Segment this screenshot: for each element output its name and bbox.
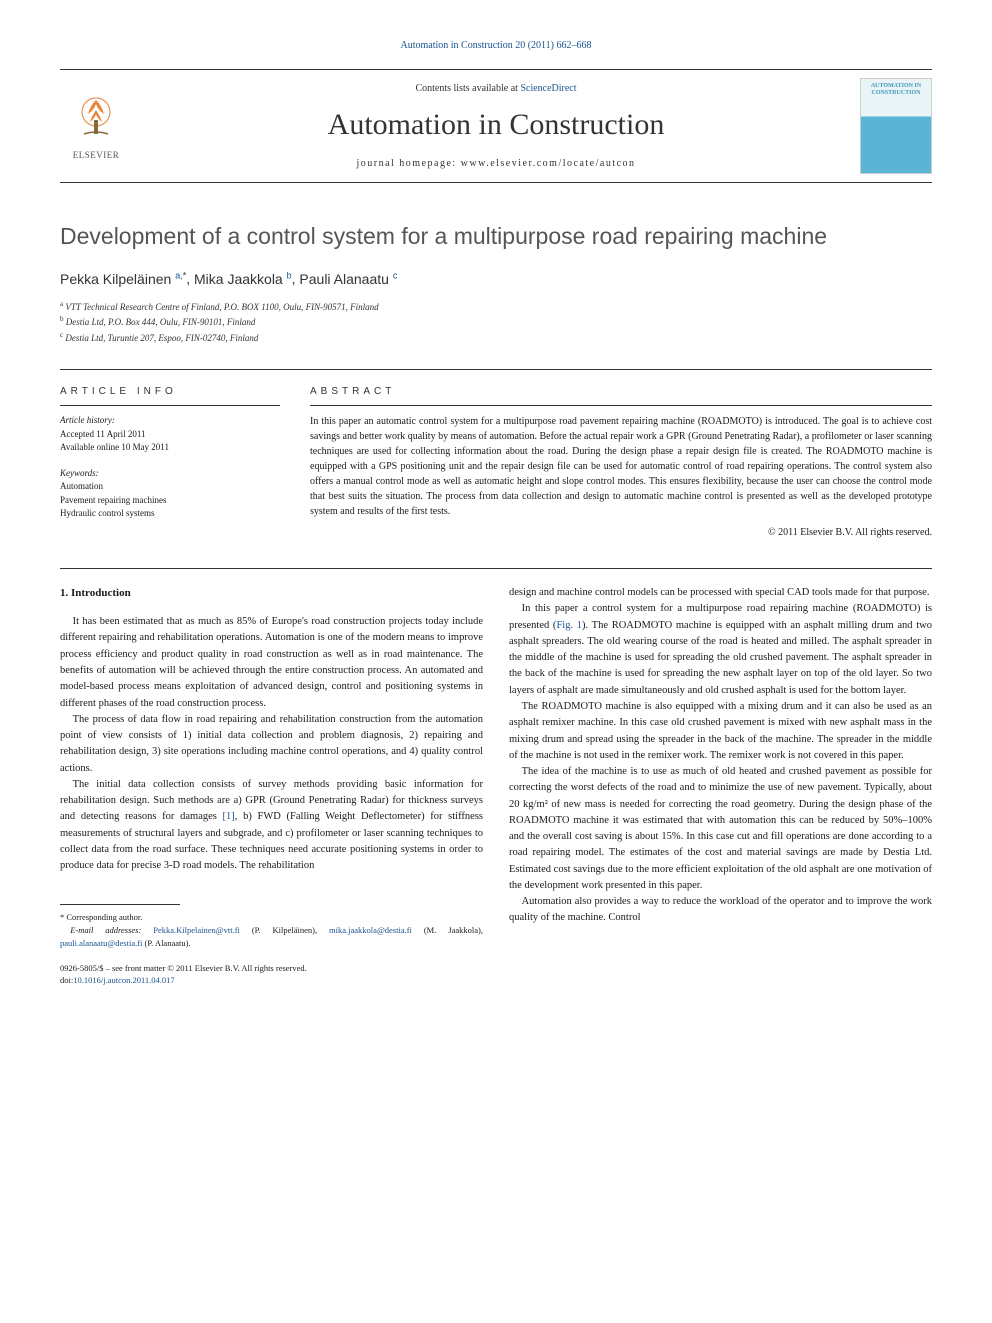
affiliation: a VTT Technical Research Centre of Finla… — [60, 299, 932, 315]
body-paragraph: Automation also provides a way to reduce… — [509, 894, 932, 927]
article-history: Article history: Accepted 11 April 2011A… — [60, 414, 280, 455]
abstract-divider — [310, 405, 932, 406]
author: Pekka Kilpeläinen a,* — [60, 271, 186, 287]
author-list: Pekka Kilpeläinen a,*, Mika Jaakkola b, … — [60, 270, 932, 287]
email-attribution: (P. Alanaatu). — [142, 938, 190, 948]
elsevier-text: ELSEVIER — [73, 150, 120, 160]
email-label: E-mail addresses: — [70, 925, 153, 935]
keyword: Pavement repairing machines — [60, 494, 280, 508]
article-title: Development of a control system for a mu… — [60, 223, 932, 250]
body-paragraph: design and machine control models can be… — [509, 585, 932, 601]
body-columns: 1. Introduction It has been estimated th… — [60, 585, 932, 987]
author: Pauli Alanaatu c — [299, 271, 397, 287]
homepage-url: www.elsevier.com/locate/autcon — [461, 158, 636, 169]
body-paragraph: The initial data collection consists of … — [60, 777, 483, 875]
body-paragraph: The process of data flow in road repairi… — [60, 712, 483, 777]
doi-prefix: doi: — [60, 975, 73, 985]
homepage-line: journal homepage: www.elsevier.com/locat… — [152, 158, 840, 169]
journal-cover-thumbnail: AUTOMATION IN CONSTRUCTION — [860, 78, 932, 174]
cover-label: AUTOMATION IN CONSTRUCTION — [863, 83, 929, 96]
body-column-right: design and machine control models can be… — [509, 585, 932, 987]
article-info-header: ARTICLE INFO — [60, 386, 280, 397]
keywords-block: Keywords: AutomationPavement repairing m… — [60, 467, 280, 521]
affiliation: b Destia Ltd, P.O. Box 444, Oulu, FIN-90… — [60, 314, 932, 330]
front-matter: 0926-5805/$ – see front matter © 2011 El… — [60, 962, 483, 988]
corresponding-author-note: * Corresponding author. — [60, 911, 483, 924]
divider — [60, 369, 932, 370]
doi-line: doi:10.1016/j.autcon.2011.04.017 — [60, 974, 483, 987]
history-line: Available online 10 May 2011 — [60, 441, 280, 455]
intro-heading: 1. Introduction — [60, 585, 483, 602]
contents-prefix: Contents lists available at — [415, 83, 520, 94]
email-link[interactable]: Pekka.Kilpelainen@vtt.fi — [153, 925, 240, 935]
doi-link[interactable]: 10.1016/j.autcon.2011.04.017 — [73, 975, 174, 985]
frontmatter-line: 0926-5805/$ – see front matter © 2011 El… — [60, 962, 483, 975]
figure-link[interactable]: Fig. 1 — [556, 620, 582, 631]
email-addresses: E-mail addresses: Pekka.Kilpelainen@vtt.… — [60, 924, 483, 950]
history-line: Accepted 11 April 2011 — [60, 428, 280, 442]
email-attribution: (P. Kilpeläinen), — [240, 925, 329, 935]
email-attribution: (M. Jaakkola), — [412, 925, 483, 935]
affiliation: c Destia Ltd, Turuntie 207, Espoo, FIN-0… — [60, 330, 932, 346]
abstract-header: ABSTRACT — [310, 386, 932, 397]
elsevier-tree-icon — [68, 92, 124, 148]
journal-name: Automation in Construction — [152, 108, 840, 142]
body-paragraph: The ROADMOTO machine is also equipped wi… — [509, 699, 932, 764]
elsevier-logo: ELSEVIER — [60, 86, 132, 166]
affiliations: a VTT Technical Research Centre of Finla… — [60, 299, 932, 346]
body-paragraph: In this paper a control system for a mul… — [509, 601, 932, 699]
journal-header: ELSEVIER Contents lists available at Sci… — [60, 69, 932, 183]
contents-line: Contents lists available at ScienceDirec… — [152, 83, 840, 94]
email-link[interactable]: pauli.alanaatu@destia.fi — [60, 938, 142, 948]
author: Mika Jaakkola b — [194, 271, 292, 287]
info-abstract-row: ARTICLE INFO Article history: Accepted 1… — [60, 386, 932, 538]
body-column-left: 1. Introduction It has been estimated th… — [60, 585, 483, 987]
footnotes: * Corresponding author. E-mail addresses… — [60, 911, 483, 949]
footnote-divider — [60, 904, 180, 905]
abstract-copyright: © 2011 Elsevier B.V. All rights reserved… — [310, 527, 932, 538]
article-info: ARTICLE INFO Article history: Accepted 1… — [60, 386, 280, 538]
body-paragraph: The idea of the machine is to use as muc… — [509, 764, 932, 894]
divider-bottom — [60, 568, 932, 569]
abstract-text: In this paper an automatic control syste… — [310, 414, 932, 519]
citation-header: Automation in Construction 20 (2011) 662… — [60, 40, 932, 51]
homepage-prefix: journal homepage: — [356, 158, 460, 169]
email-link[interactable]: mika.jaakkola@destia.fi — [329, 925, 412, 935]
keyword: Automation — [60, 480, 280, 494]
history-label: Article history: — [60, 414, 280, 428]
reference-link[interactable]: [1] — [223, 811, 235, 822]
abstract-column: ABSTRACT In this paper an automatic cont… — [310, 386, 932, 538]
sciencedirect-link[interactable]: ScienceDirect — [520, 83, 576, 94]
keyword: Hydraulic control systems — [60, 507, 280, 521]
info-divider — [60, 405, 280, 406]
body-paragraph: It has been estimated that as much as 85… — [60, 614, 483, 712]
keywords-label: Keywords: — [60, 467, 280, 481]
